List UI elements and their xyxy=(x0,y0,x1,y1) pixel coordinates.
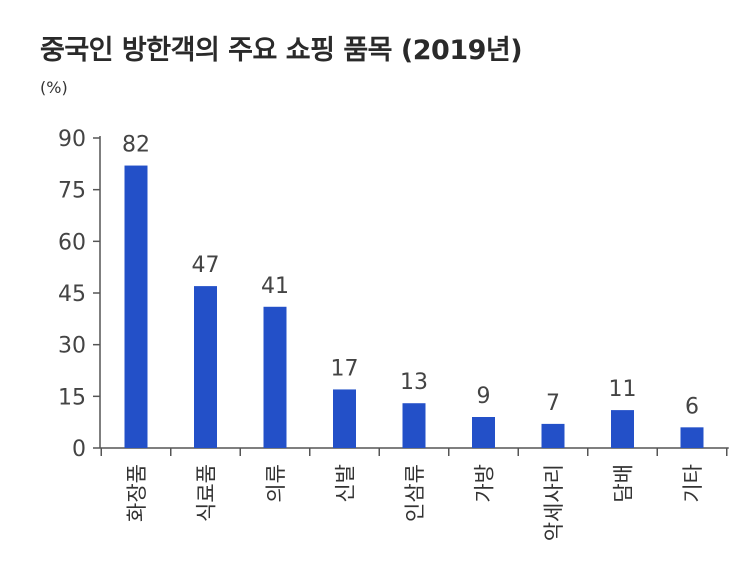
bar xyxy=(194,286,217,448)
category-labels: 화장품 식료품 의류 신발 인삼류 가방 악세사리 담배 기타 xyxy=(125,464,705,541)
y-tick-label: 90 xyxy=(58,127,86,152)
category-label: 기타 xyxy=(681,464,705,503)
chart-title: 중국인 방한객의 주요 쇼핑 품목 (2019년) xyxy=(40,35,523,66)
y-tick-label: 0 xyxy=(72,437,86,462)
data-label: 9 xyxy=(477,384,491,409)
category-label: 화장품 xyxy=(125,464,149,522)
y-tick-label: 30 xyxy=(58,334,86,359)
bar xyxy=(680,427,704,448)
data-label: 11 xyxy=(609,377,637,402)
data-label: 17 xyxy=(331,356,359,381)
category-label: 가방 xyxy=(473,464,497,503)
bar xyxy=(402,403,426,448)
y-tick-label: 60 xyxy=(58,230,86,255)
bar xyxy=(263,306,287,448)
y-axis-unit: (%) xyxy=(40,78,68,97)
category-label: 신발 xyxy=(334,464,358,503)
data-label: 41 xyxy=(261,274,289,299)
data-label: 6 xyxy=(685,394,699,419)
category-label: 인삼류 xyxy=(403,464,427,522)
bar xyxy=(124,165,148,449)
bar xyxy=(611,410,634,448)
bar xyxy=(472,417,495,448)
data-labels: 82 47 41 17 13 9 7 11 6 xyxy=(122,133,699,420)
category-label: 악세사리 xyxy=(542,464,566,541)
category-label: 담배 xyxy=(612,464,636,503)
y-tick-label: 45 xyxy=(58,282,86,307)
category-label: 식료품 xyxy=(195,464,219,522)
y-tick-label: 75 xyxy=(58,179,86,204)
bar xyxy=(541,423,565,448)
data-label: 47 xyxy=(192,253,220,278)
data-label: 7 xyxy=(546,391,560,416)
bar xyxy=(333,389,356,448)
bars xyxy=(124,165,704,449)
category-label: 의류 xyxy=(264,464,288,503)
data-label: 82 xyxy=(122,133,150,158)
y-tick-label: 15 xyxy=(58,385,86,410)
data-label: 13 xyxy=(400,370,428,395)
y-tick-labels: 0 15 30 45 60 75 90 xyxy=(58,127,86,462)
